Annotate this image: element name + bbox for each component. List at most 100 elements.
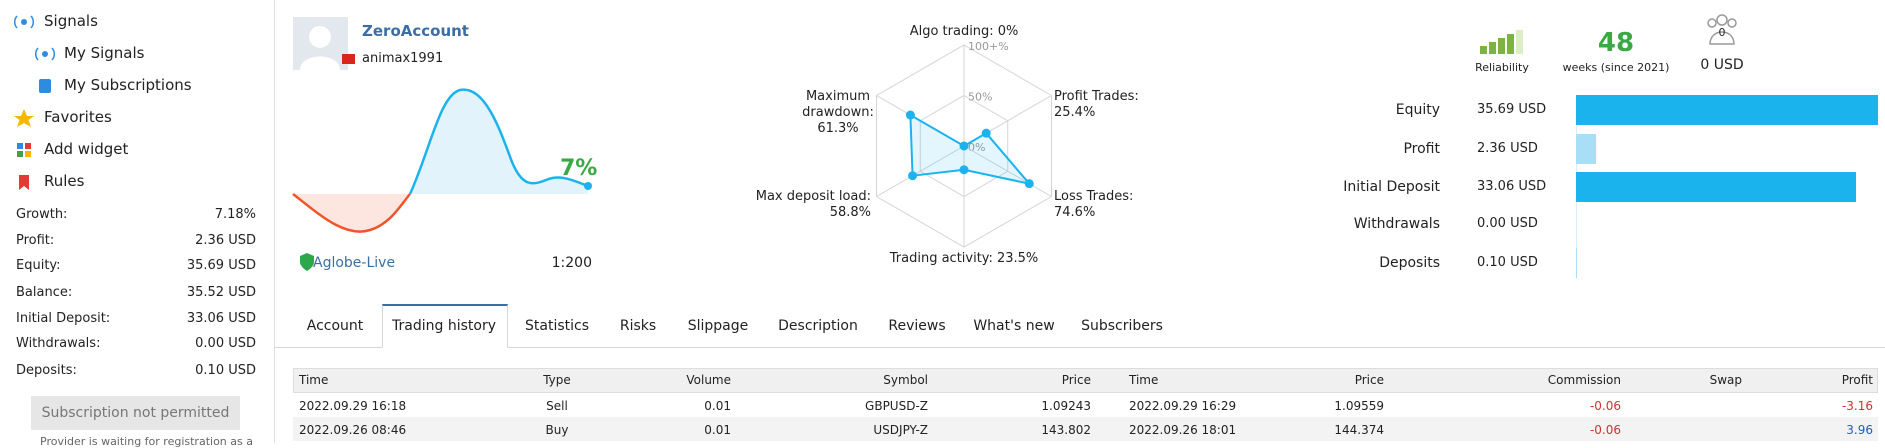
radar-scale-label: 100+% (968, 40, 1009, 53)
column-header: Time (299, 373, 329, 387)
table-cell: 1.09243 (1041, 399, 1091, 413)
tab[interactable]: Statistics (525, 318, 589, 334)
radar-axis-name: Algo trading: (909, 24, 994, 39)
avatar-silhouette (300, 26, 340, 70)
table-cell: -3.16 (1841, 399, 1873, 413)
stat-label: Growth: (16, 207, 68, 222)
subscribers-count: 0 (1718, 26, 1726, 39)
table-cell: 2022.09.26 18:01 (1129, 423, 1237, 437)
growth-area-positive (410, 89, 588, 194)
tab-active-box (382, 304, 508, 348)
menu-item[interactable]: Signals (44, 12, 98, 30)
menu-item[interactable]: Add widget (44, 140, 129, 158)
growth-percent: 7% (560, 156, 598, 181)
menu-item[interactable]: Rules (44, 172, 85, 190)
radar-axis-label: Trading activity: 23.5% (864, 251, 1064, 267)
column-header: Price (1354, 373, 1384, 387)
tab[interactable]: Reviews (888, 318, 946, 334)
table-cell: 2022.09.29 16:18 (299, 399, 407, 413)
menu-item[interactable]: Favorites (44, 108, 112, 126)
stat-value: 7.18% (214, 207, 256, 222)
column-header: Time (1129, 373, 1159, 387)
radar-axis-name: Loss Trades: (1054, 189, 1134, 204)
provider-note: Provider is waiting for registration as … (40, 435, 253, 448)
tab[interactable]: Description (778, 318, 858, 334)
stat-label: Withdrawals: (16, 336, 101, 351)
balance-value: 0.00 USD (1477, 216, 1538, 231)
account-name: ZeroAccount (362, 22, 469, 40)
subscribe-button[interactable]: Subscription not permitted (31, 396, 240, 430)
radar-axis-value: 25.4% (1054, 105, 1096, 120)
reliability-label: Reliability (1475, 61, 1529, 74)
column-header: Price (1061, 373, 1091, 387)
radar-axis-label: Algo trading: 0% (864, 24, 1064, 40)
tab[interactable]: Account (306, 318, 364, 334)
table-cell: 2022.09.26 08:46 (299, 423, 407, 437)
radar-point (981, 128, 991, 138)
tab-underline (274, 347, 1885, 348)
tab-active[interactable]: Trading history (392, 318, 496, 334)
radar-spoke (876, 145, 965, 197)
balance-label: Equity (1395, 102, 1440, 118)
growth-area-negative (293, 194, 410, 232)
balance-label: Withdrawals (1353, 216, 1440, 232)
table-cell: Buy (545, 423, 569, 437)
tab[interactable]: Slippage (687, 318, 749, 334)
stat-label: Initial Deposit: (16, 311, 111, 326)
column-header: Type (543, 373, 571, 387)
stat-value: 0.00 USD (195, 336, 256, 351)
stat-label: Deposits: (16, 363, 77, 378)
column-header: Volume (686, 373, 731, 387)
balance-bar (1576, 248, 1577, 278)
table-cell: 1.09559 (1334, 399, 1384, 413)
radar-point (1024, 179, 1034, 189)
menu-item[interactable]: My Subscriptions (64, 76, 192, 94)
radar-point (908, 171, 918, 181)
balance-bar (1576, 172, 1856, 202)
radar-axis-name: Profit Trades: (1054, 89, 1139, 104)
stat-value: 33.06 USD (186, 311, 256, 326)
radar-point (959, 141, 969, 151)
server-name[interactable]: Aglobe-Live (313, 255, 396, 271)
column-header: Commission (1547, 373, 1621, 387)
menu-item[interactable]: My Signals (64, 44, 145, 62)
growth-end-dot (584, 182, 592, 190)
radar-axis-label: Profit Trades: 25.4% (1054, 89, 1174, 121)
stat-label: Profit: (16, 233, 55, 248)
table-cell: 0.01 (704, 423, 731, 437)
table-cell: -0.06 (1589, 423, 1621, 437)
growth-line-positive (408, 88, 589, 195)
column-header: Swap (1709, 373, 1742, 387)
tab[interactable]: Risks (619, 318, 657, 334)
balance-value: 35.69 USD (1477, 102, 1547, 117)
stat-value: 35.69 USD (186, 258, 256, 273)
table-cell: USDJPY-Z (873, 423, 928, 437)
radar-spoke (963, 145, 1052, 197)
column-header: Profit (1841, 373, 1873, 387)
balance-bar (1576, 95, 1878, 125)
balance-value: 2.36 USD (1477, 141, 1538, 156)
radar-scale-label: 50% (968, 91, 992, 104)
radar-axis-label: Max deposit load: 58.8% (751, 189, 871, 221)
sidebar-icons (13, 15, 56, 190)
radar-axis-label: Loss Trades: 74.6% (1054, 189, 1174, 221)
account-login: animax1991 (362, 51, 444, 66)
stat-label: Equity: (16, 258, 61, 273)
radar-axis-value: 74.6% (1054, 205, 1096, 220)
table-cell: -0.06 (1589, 399, 1621, 413)
shield-icon (300, 253, 314, 271)
table-cell: 143.802 (1041, 423, 1091, 437)
tab[interactable]: Subscribers (1081, 318, 1163, 334)
weeks-label: weeks (since 2021) (1562, 61, 1670, 74)
radar-axis-value: 23.5% (996, 251, 1039, 266)
tab[interactable]: What's new (973, 318, 1055, 334)
radar-shape (909, 113, 1032, 186)
table-cell: 144.374 (1334, 423, 1384, 437)
balance-label: Deposits (1379, 255, 1440, 271)
table-cell: 3.96 (1846, 423, 1873, 437)
table-cell: GBPUSD-Z (865, 399, 928, 413)
radar-axis-label: Maximum drawdown: 61.3% (788, 89, 888, 137)
radar-axis-name: Max deposit load: (755, 189, 871, 204)
